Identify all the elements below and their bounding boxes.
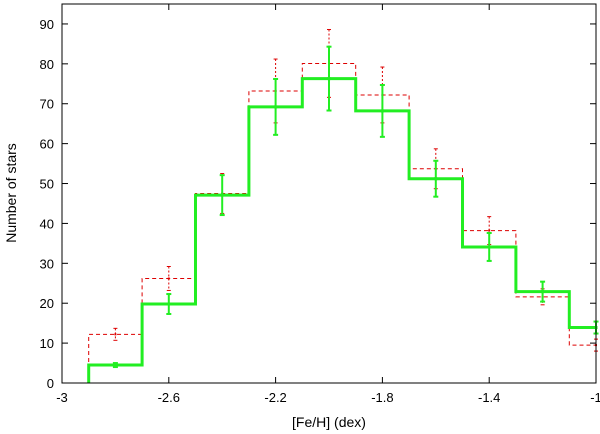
data-point	[167, 302, 171, 306]
data-point	[113, 363, 117, 367]
data-point	[488, 229, 491, 232]
y-tick-label: 20	[40, 296, 54, 311]
dashed-step-line	[88, 62, 596, 383]
x-tick-label: -1.8	[371, 390, 393, 405]
solid-series	[87, 45, 599, 383]
error-bar	[113, 327, 118, 341]
y-tick-label: 90	[40, 17, 54, 32]
x-axis-label: [Fe/H] (dex)	[292, 414, 366, 430]
y-tick-label: 70	[40, 97, 54, 112]
x-tick-label: -2.2	[264, 390, 286, 405]
error-bar	[540, 280, 546, 303]
y-axis-label: Number of stars	[3, 143, 19, 243]
y-tick-label: 60	[40, 137, 54, 152]
data-point	[327, 77, 331, 81]
data-point	[220, 193, 224, 197]
solid-step-line	[87, 77, 596, 383]
x-tick-label: -1	[590, 390, 600, 405]
x-tick-label: -2.6	[158, 390, 180, 405]
plot-frame	[61, 3, 597, 384]
error-bar	[433, 159, 439, 198]
data-point	[167, 277, 170, 280]
data-point	[114, 333, 117, 336]
error-bar	[166, 293, 172, 315]
data-point	[541, 290, 545, 294]
y-tick-label: 30	[40, 256, 54, 271]
error-bar	[326, 45, 332, 112]
x-tick-label: -3	[56, 390, 68, 405]
error-bar	[379, 83, 385, 138]
y-tick-label: 50	[40, 177, 54, 192]
data-point	[487, 245, 491, 249]
y-tick-label: 0	[47, 376, 54, 391]
series-layer	[87, 29, 599, 383]
x-tick-label: -1.4	[478, 390, 500, 405]
y-tick-label: 80	[40, 57, 54, 72]
error-bar	[486, 231, 492, 262]
data-point	[380, 109, 384, 113]
tick-labels: -3 -2.6 -2.2 -1.8 -1.4 -1 0 10 20 30 40 50 60 70 80 90	[40, 17, 600, 405]
y-tick-label: 10	[40, 336, 54, 351]
error-bar	[166, 266, 171, 291]
data-point	[274, 105, 278, 109]
dashed-series	[88, 29, 598, 383]
error-bar	[219, 174, 225, 217]
error-bar	[273, 78, 279, 136]
y-tick-label: 40	[40, 216, 54, 231]
error-bar	[112, 362, 118, 369]
data-point	[434, 177, 438, 181]
